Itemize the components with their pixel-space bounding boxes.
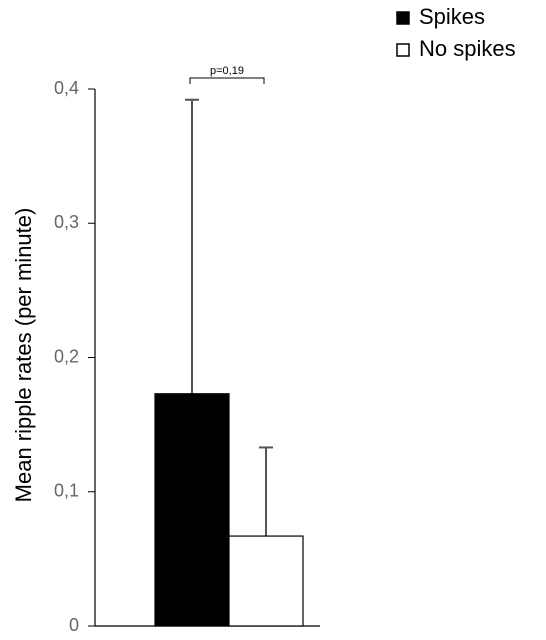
bar [154, 393, 230, 627]
y-tick-label: 0 [69, 615, 79, 635]
annotation: p=0,19 [210, 65, 244, 77]
legend-swatch [396, 43, 410, 57]
bar [228, 535, 304, 627]
significance-bracket [189, 77, 265, 84]
legend-swatch [396, 11, 410, 25]
error-bar [185, 98, 199, 394]
y-tick-label: 0,2 [54, 346, 79, 366]
y-tick-label: 0,4 [54, 78, 79, 98]
y-axis-label: Mean ripple rates (per minute) [11, 208, 36, 503]
legend-label: Spikes [419, 4, 485, 29]
y-tick-label: 0,3 [54, 212, 79, 232]
y-tick-label: 0,1 [54, 481, 79, 501]
legend-label: No spikes [419, 36, 516, 61]
error-bar [259, 446, 273, 537]
